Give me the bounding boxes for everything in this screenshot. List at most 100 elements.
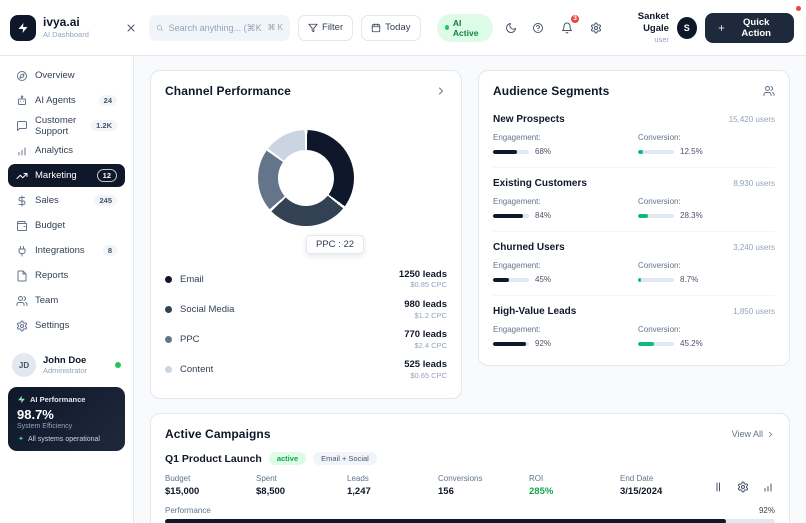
main-content: Channel Performance PPC : 22 Email 1250 … [134,56,806,523]
campaign-analytics-button[interactable] [761,480,775,494]
legend-item-email[interactable]: Email 1250 leads $0.85 CPC [165,264,447,294]
sidebar-item-settings[interactable]: Settings [8,314,125,337]
engagement-bar [493,341,529,346]
engagement-bar [493,277,529,282]
gear-icon [738,481,748,493]
channel-donut-chart[interactable] [258,130,354,226]
audience-segment-existing-customers[interactable]: Existing Customers 8,930 users Engagemen… [493,168,775,232]
active-campaigns-title: Active Campaigns [165,427,271,441]
sidebar-item-team[interactable]: Team [8,289,125,312]
ai-active-status-dot [444,25,449,30]
sidebar-item-label: Customer Support [35,114,77,137]
search-input[interactable] [168,22,263,33]
today-button[interactable]: Today [361,14,421,41]
sidebar-item-integrations[interactable]: Integrations 8 [8,239,125,262]
audience-segment-churned-users[interactable]: Churned Users 3,240 users Engagement: 45… [493,232,775,296]
conversion-value: 12.5% [680,147,703,156]
bar-chart-icon [764,483,772,492]
sidebar-item-marketing[interactable]: Marketing 12 [8,164,125,187]
segment-name: Churned Users [493,242,565,253]
users-icon [763,86,775,96]
legend-item-content[interactable]: Content 525 leads $0.65 CPC [165,355,447,385]
brand-logo [10,14,36,41]
audience-segments-card: Audience Segments New Prospects 15,420 u… [478,70,790,366]
dollar-icon [16,195,28,207]
settings-button[interactable] [586,17,606,39]
legend-cpc: $0.65 CPC [410,371,447,381]
engagement-label: Engagement: [493,261,541,270]
sidebar-item-budget[interactable]: Budget [8,214,125,237]
audience-segment-new-prospects[interactable]: New Prospects 15,420 users Engagement: 6… [493,104,775,168]
legend-label: Social Media [180,303,235,315]
segment-users: 15,420 users [728,115,775,124]
legend-label: PPC [180,334,200,346]
users-icon [16,295,28,307]
audience-segment-high-value-leads[interactable]: High-Value Leads 1,850 users Engagement:… [493,296,775,352]
status-badge: active [268,452,307,465]
stat-conversions: Conversions 156 [438,474,483,497]
expand-card-button[interactable] [435,85,447,97]
help-button[interactable] [528,17,548,39]
sidebar-item-customer-support[interactable]: Customer Support 1.2K [8,114,125,137]
sidebar-item-label: Analytics [35,145,74,156]
legend-item-ppc[interactable]: PPC 770 leads $2.4 CPC [165,325,447,355]
segment-name: High-Value Leads [493,306,577,317]
help-icon [533,22,544,33]
audience-users-button[interactable] [763,85,775,97]
plug-icon [16,245,28,257]
count-badge: 24 [98,95,117,106]
legend-item-social-media[interactable]: Social Media 980 leads $1.2 CPC [165,294,447,324]
campaign-settings-button[interactable] [736,480,750,494]
chart-tooltip: PPC : 22 [306,235,365,254]
file-icon [16,270,28,282]
legend-dot [165,305,172,313]
engagement-label: Engagement: [493,325,541,334]
legend-dot [165,275,172,283]
segment-users: 1,850 users [733,307,775,316]
search-box[interactable]: ⌘ K [149,14,291,41]
online-status-dot [115,362,121,368]
sidebar-item-reports[interactable]: Reports [8,264,125,287]
bot-icon [16,95,28,107]
dark-mode-toggle[interactable] [501,17,521,39]
top-bar: ivya.ai AI Dashboard ⌘ K Filter Today AI… [0,0,806,56]
sidebar-item-label: Integrations [35,245,85,256]
gear-icon [16,320,28,332]
segment-users: 3,240 users [733,243,775,252]
view-all-link[interactable]: View All [732,429,775,439]
filter-icon [308,23,318,32]
quick-action-button[interactable]: Quick Action [704,12,794,43]
pause-icon [716,482,720,492]
engagement-bar [493,149,529,154]
legend-dot [165,336,172,344]
conversion-label: Conversion: [638,325,681,334]
engagement-value: 68% [535,147,552,156]
brand[interactable]: ivya.ai AI Dashboard [10,14,114,41]
sidebar-item-analytics[interactable]: Analytics [8,139,125,162]
sidebar-item-overview[interactable]: Overview [8,64,125,87]
notifications-button[interactable] [556,17,578,39]
channel-performance-card: Channel Performance PPC : 22 Email 1250 … [150,70,462,399]
filter-button[interactable]: Filter [298,14,354,41]
sidebar-item-sales[interactable]: Sales 245 [8,189,125,212]
moon-icon [505,22,516,33]
legend-leads: 770 leads [404,329,447,340]
ai-performance-subtitle: System Efficiency [17,423,73,430]
avatar[interactable]: S [676,16,697,39]
sidebar-user-card[interactable]: JD John Doe Administrator [8,345,125,383]
pause-campaign-button[interactable] [711,480,725,494]
sidebar-item-label: Reports [35,270,69,281]
sidebar-item-ai-agents[interactable]: AI Agents 24 [8,89,125,112]
sidebar-item-label: Marketing [35,170,77,181]
conversion-bar [638,213,674,218]
stat-leads: Leads 1,247 [347,474,371,497]
legend-leads: 980 leads [404,298,447,310]
sparkle-icon [18,436,24,441]
zap-icon [18,22,28,33]
engagement-value: 45% [535,275,552,284]
engagement-bar [493,213,529,218]
performance-value: 92% [758,506,775,515]
close-sidebar-button[interactable] [122,17,142,39]
legend-cpc: $1.2 CPC [414,310,447,320]
